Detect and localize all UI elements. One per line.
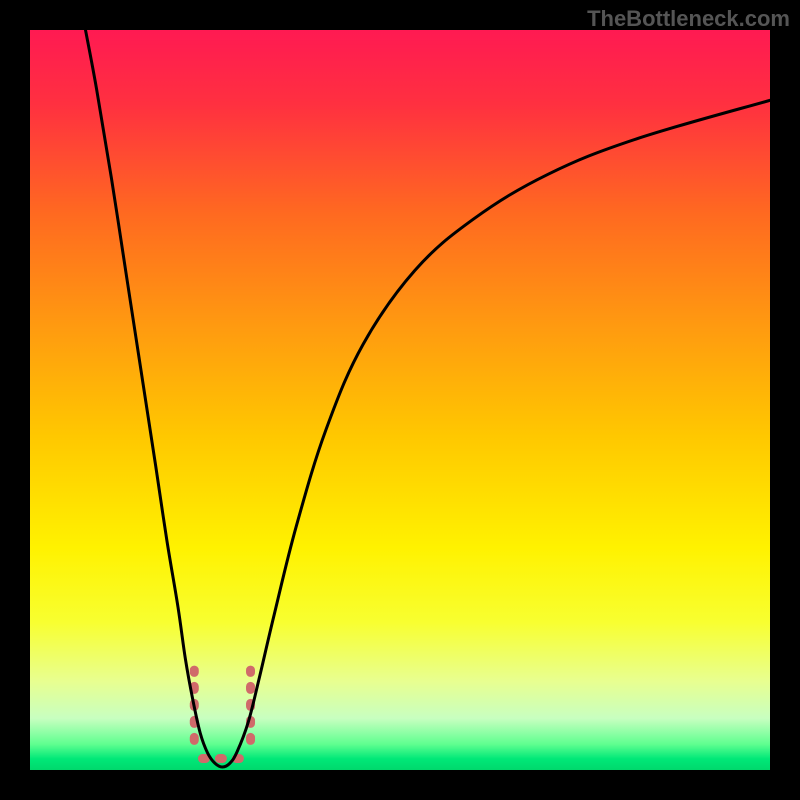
chart-container: TheBottleneck.com <box>0 0 800 800</box>
plot-area <box>30 30 770 770</box>
bottleneck-curve-svg <box>30 30 770 770</box>
watermark-text: TheBottleneck.com <box>587 6 790 32</box>
bottleneck-curve <box>86 30 771 767</box>
